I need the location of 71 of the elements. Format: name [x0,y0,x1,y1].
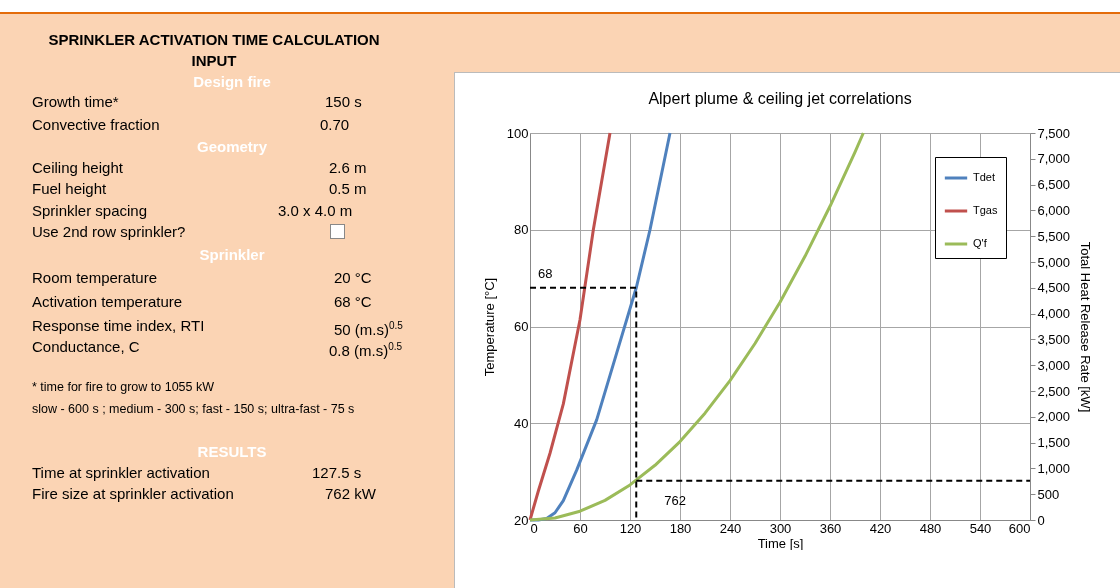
text: 0.5 m [329,180,367,198]
legend-label: Tgas [973,204,998,216]
text: 127.5 s [312,464,362,482]
text: 0.70 [320,116,350,134]
text: Ceiling height [32,159,123,177]
text: 3.0 x 4.0 m [278,202,353,220]
y2-tick-label: 2,500 [1037,383,1071,399]
y2-tick-label: 7,000 [1037,151,1071,167]
text: Use 2nd row sprinkler? [32,223,186,241]
y2-tick-label: 500 [1037,486,1060,502]
x-axis-title: Time [s] [757,535,804,551]
text: 0.8 (m.s)$^{0.5}$ [329,340,403,360]
text: Response time index, RTI [32,317,205,335]
x-tick-label: 480 [919,520,942,536]
text: Growth time* [32,93,119,111]
text: Convective fraction [32,116,160,134]
text: Design fire [192,73,272,91]
text: Sprinkler spacing [32,202,148,220]
text: Sprinkler [198,246,266,264]
text: 68 °C [334,293,372,311]
y2-tick-label: 6,500 [1037,177,1071,193]
x-tick-label: 180 [669,520,692,536]
y-tick-label: 60 [514,319,529,334]
text: Geometry [196,138,268,156]
x-tick-label: 240 [719,520,742,536]
text: 2.6 m [329,159,367,177]
legend-label: Tdet [973,171,996,183]
y-tick-label: 80 [514,222,529,238]
y-tick-label: 40 [514,415,529,431]
y2-tick-label: 1,500 [1037,435,1071,451]
y2-axis-title: Total Heat Release Rate [kW] [1078,241,1094,413]
y-tick-label: 20 [514,512,529,528]
text: Room temperature [32,269,158,287]
x-tick-label: 360 [819,520,842,536]
x-tick-label: 0 [530,520,538,536]
text: * time for fire to grow to 1055 kW [32,379,215,396]
text: slow - 600 s ; medium - 300 s; fast - 150 s; ultra-fast - 75 s [32,401,355,418]
text: SPRINKLER ACTIVATION TIME CALCULATION [47,31,381,49]
text: Activation temperature [32,293,183,311]
x-tick-label: 300 [769,520,792,536]
y2-tick-label: 4,500 [1037,280,1071,296]
x-tick-label: 540 [969,520,992,536]
text: Time at sprinkler activation [32,464,210,482]
y2-tick-label: 5,000 [1037,254,1071,270]
y2-tick-label: 5,500 [1037,228,1071,244]
text: 20 °C [334,269,372,287]
text: 150 s [325,93,362,111]
y2-tick-label: 1,000 [1037,460,1071,476]
text: INPUT [190,52,238,70]
text: RESULTS [196,443,268,461]
y-axis-title: Temperature [°C] [481,277,497,377]
y2-tick-label: 6,000 [1037,202,1071,218]
x-tick-label: 420 [869,520,892,536]
text: Fuel height [32,180,107,198]
x-tick-label: 600 [1008,520,1031,536]
x-tick-label: 60 [573,520,588,536]
annotation: 68 [538,265,553,281]
y2-tick-label: 4,000 [1037,306,1071,322]
annotation: 762 [664,492,686,508]
text: Conductance, C [32,338,140,356]
legend-label: Q'f [973,237,988,249]
y2-tick-label: 3,500 [1037,331,1071,347]
x-tick-label: 120 [619,520,642,536]
text: 762 kW [325,485,376,503]
text: Fire size at sprinkler activation [32,485,234,503]
text: 50 (m.s)$^{0.5}$ [334,319,403,339]
y2-tick-label: 3,000 [1037,357,1071,373]
chart-title: Alpert plume & ceiling jet correlations [648,90,912,107]
y2-tick-label: 7,500 [1037,125,1071,141]
y2-tick-label: 2,000 [1037,409,1071,425]
y-tick-label: 100 [506,125,529,141]
